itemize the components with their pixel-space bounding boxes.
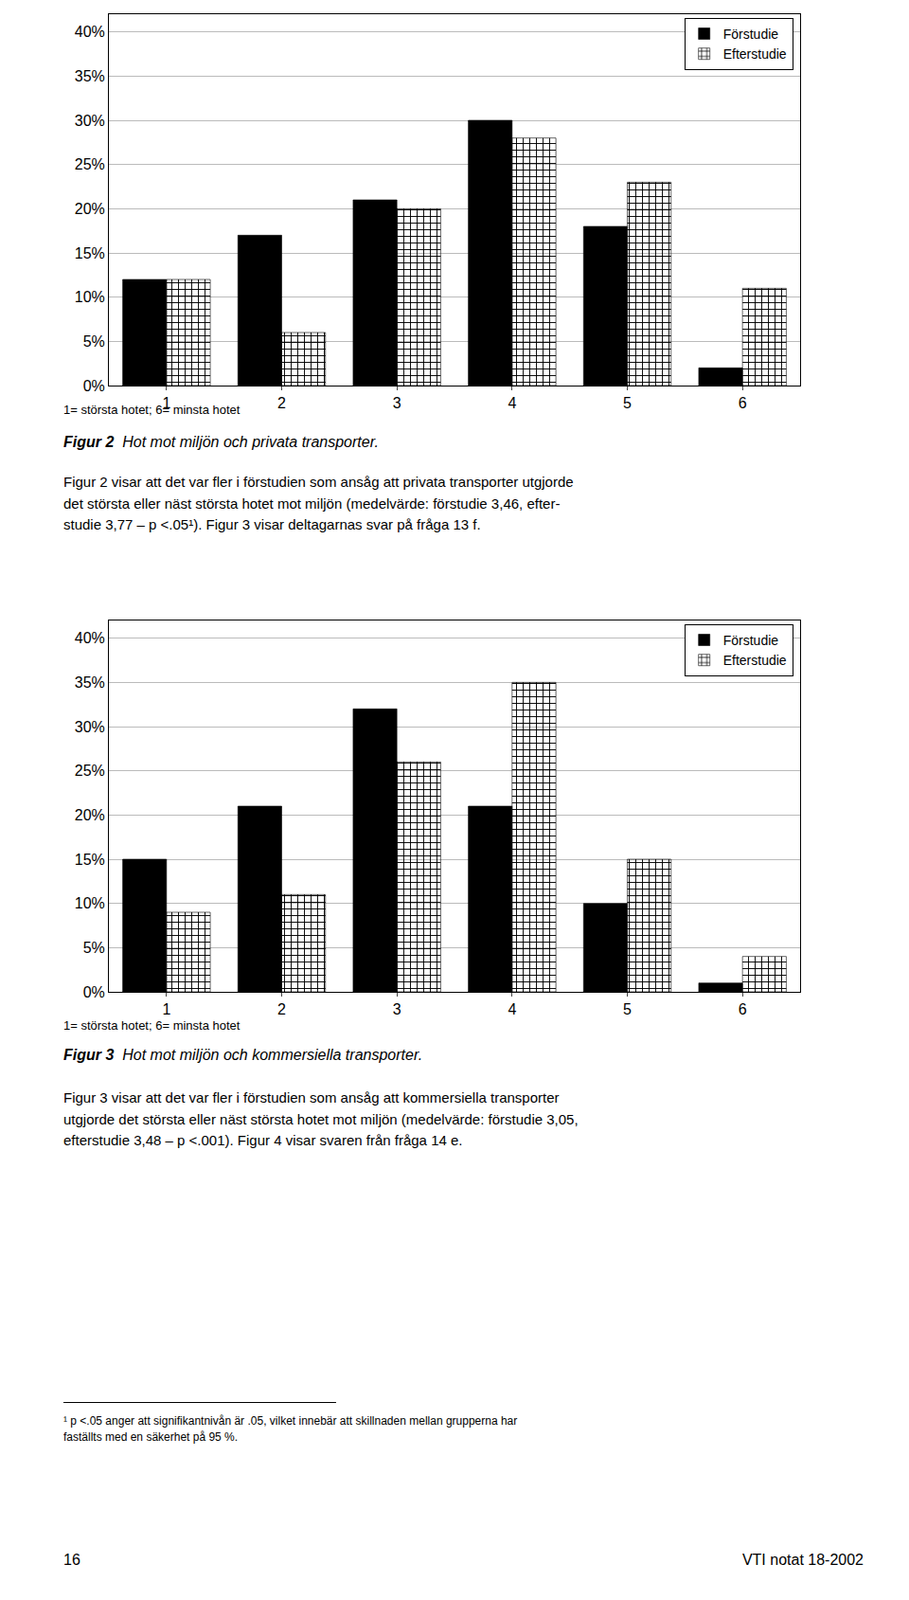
html-text:¹ p <.05 anger att signifikant: ¹ p <.05 anger att signifikantnivån är .… bbox=[63, 1413, 518, 1443]
html-text:Figur 2 Hot mot miljön och pri: Figur 2 Hot mot miljön och privata trans… bbox=[63, 433, 379, 450]
svg-text:1: 1 bbox=[161, 1000, 171, 1017]
svg-text:Efterstudie: Efterstudie bbox=[723, 46, 787, 62]
svg-text:6: 6 bbox=[738, 394, 748, 411]
svg-text:Förstudie: Förstudie bbox=[723, 632, 780, 648]
svg-text:35%: 35% bbox=[74, 68, 106, 85]
html-text:Figur 2 visar att det var fler: Figur 2 visar att det var fler i förstud… bbox=[63, 473, 574, 533]
svg-text:15%: 15% bbox=[74, 851, 106, 868]
svg-text:4: 4 bbox=[507, 1000, 517, 1017]
svg-text:5%: 5% bbox=[83, 939, 106, 956]
svg-text:Förstudie: Förstudie bbox=[723, 26, 780, 42]
html-text:16: 16 bbox=[63, 1550, 81, 1568]
svg-text:4: 4 bbox=[507, 394, 517, 411]
svg-text:Efterstudie: Efterstudie bbox=[723, 652, 787, 668]
svg-text:0%: 0% bbox=[83, 377, 106, 394]
svg-text:2: 2 bbox=[277, 1000, 286, 1017]
svg-text:35%: 35% bbox=[74, 674, 106, 691]
svg-text:15%: 15% bbox=[74, 245, 106, 262]
svg-text:30%: 30% bbox=[74, 112, 106, 129]
html-text:Figur 3 Hot mot miljön och kom: Figur 3 Hot mot miljön och kommersiella … bbox=[63, 1046, 423, 1063]
svg-text:10%: 10% bbox=[74, 288, 106, 305]
svg-text:25%: 25% bbox=[74, 762, 106, 779]
svg-text:3: 3 bbox=[392, 1000, 402, 1017]
svg-text:40%: 40% bbox=[74, 629, 106, 646]
svg-text:3: 3 bbox=[392, 394, 402, 411]
html-text:VTI notat 18-2002: VTI notat 18-2002 bbox=[742, 1550, 864, 1568]
html-text:1= största hotet; 6= minsta ho: 1= största hotet; 6= minsta hotet bbox=[63, 402, 241, 417]
svg-text:5: 5 bbox=[623, 1000, 632, 1017]
html-text:Figur 3 visar att det var fler: Figur 3 visar att det var fler i förstud… bbox=[63, 1088, 579, 1148]
svg-text:2: 2 bbox=[277, 394, 286, 411]
svg-text:0%: 0% bbox=[83, 983, 106, 1000]
svg-text:5%: 5% bbox=[83, 333, 106, 350]
svg-text:25%: 25% bbox=[74, 156, 106, 173]
svg-text:10%: 10% bbox=[74, 894, 106, 911]
svg-text:20%: 20% bbox=[74, 806, 106, 823]
svg-text:20%: 20% bbox=[74, 200, 106, 217]
svg-text:6: 6 bbox=[738, 1000, 748, 1017]
svg-text:5: 5 bbox=[623, 394, 632, 411]
svg-text:40%: 40% bbox=[74, 23, 106, 40]
svg-text:30%: 30% bbox=[74, 718, 106, 735]
html-text:1= största hotet; 6= minsta ho: 1= största hotet; 6= minsta hotet bbox=[63, 1017, 241, 1033]
